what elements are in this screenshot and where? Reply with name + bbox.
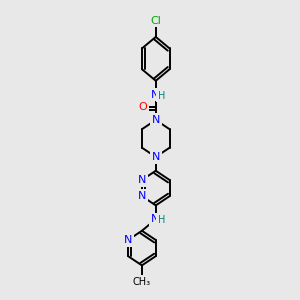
Text: H: H [158,215,165,225]
Text: O: O [139,102,148,112]
Text: CH₃: CH₃ [133,277,151,286]
Text: N: N [138,175,146,185]
Text: N: N [150,90,159,100]
Text: N: N [124,235,132,245]
Text: Cl: Cl [150,16,161,26]
Text: N: N [152,115,160,125]
Text: N: N [138,191,146,201]
Text: N: N [152,152,160,162]
Text: N: N [150,214,159,224]
Text: H: H [158,91,165,101]
